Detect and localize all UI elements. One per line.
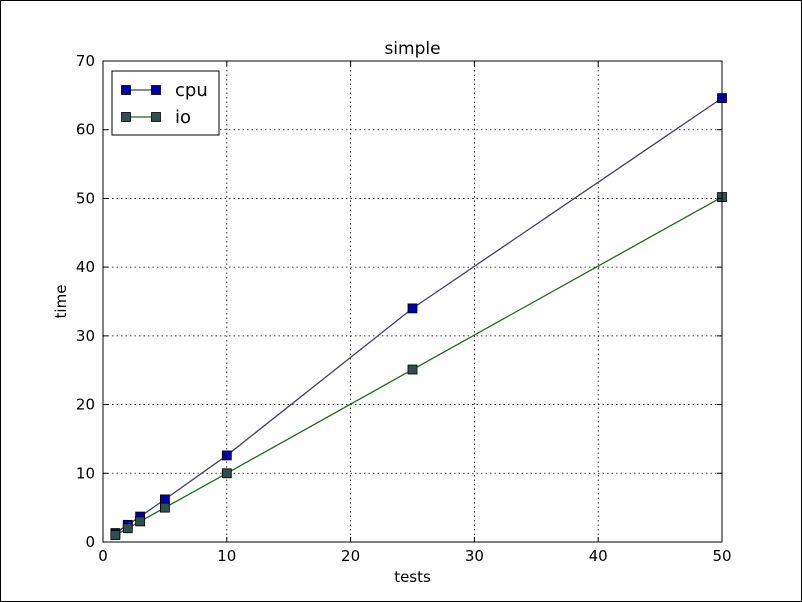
y-tick-label: 40 xyxy=(76,258,95,276)
legend-box xyxy=(111,70,220,136)
y-tick-label: 50 xyxy=(76,189,95,207)
series-line-io xyxy=(115,196,723,536)
legend: cpu io xyxy=(111,70,220,136)
y-tick-label: 30 xyxy=(76,327,95,345)
point-cpu xyxy=(221,450,232,461)
axis-ticks: 0 10 20 30 40 50 0 10 20 30 40 50 60 70 xyxy=(76,52,732,565)
legend-marker-cpu xyxy=(151,85,161,95)
x-tick-label: 30 xyxy=(465,547,484,565)
point-io xyxy=(221,468,232,479)
point-io xyxy=(110,530,121,541)
x-axis-label: tests xyxy=(394,568,431,586)
y-axis-label: time xyxy=(52,285,70,319)
y-tick-label: 70 xyxy=(76,52,95,70)
y-tick-label: 0 xyxy=(85,533,95,551)
point-io xyxy=(407,364,418,375)
point-io xyxy=(122,523,133,534)
x-tick-label: 40 xyxy=(589,547,608,565)
legend-label-cpu: cpu xyxy=(175,80,208,101)
legend-marker-io xyxy=(121,112,131,122)
x-tick-label: 10 xyxy=(217,547,236,565)
grid-lines xyxy=(103,61,722,542)
point-io xyxy=(135,516,146,527)
legend-marker-io xyxy=(151,112,161,122)
y-tick-label: 20 xyxy=(76,396,95,414)
legend-label-io: io xyxy=(175,107,191,128)
y-tick-label: 10 xyxy=(76,464,95,482)
x-tick-label: 20 xyxy=(341,547,360,565)
chart-title: simple xyxy=(384,39,440,59)
point-cpu xyxy=(407,303,418,314)
y-tick-label: 60 xyxy=(76,121,95,139)
series-lines xyxy=(115,97,723,536)
x-tick-label: 0 xyxy=(98,547,108,565)
point-io xyxy=(159,502,170,513)
x-tick-label: 50 xyxy=(712,547,731,565)
legend-marker-cpu xyxy=(121,85,131,95)
series-line-cpu xyxy=(115,97,723,534)
point-cpu xyxy=(159,494,170,505)
plot-area xyxy=(102,60,723,543)
